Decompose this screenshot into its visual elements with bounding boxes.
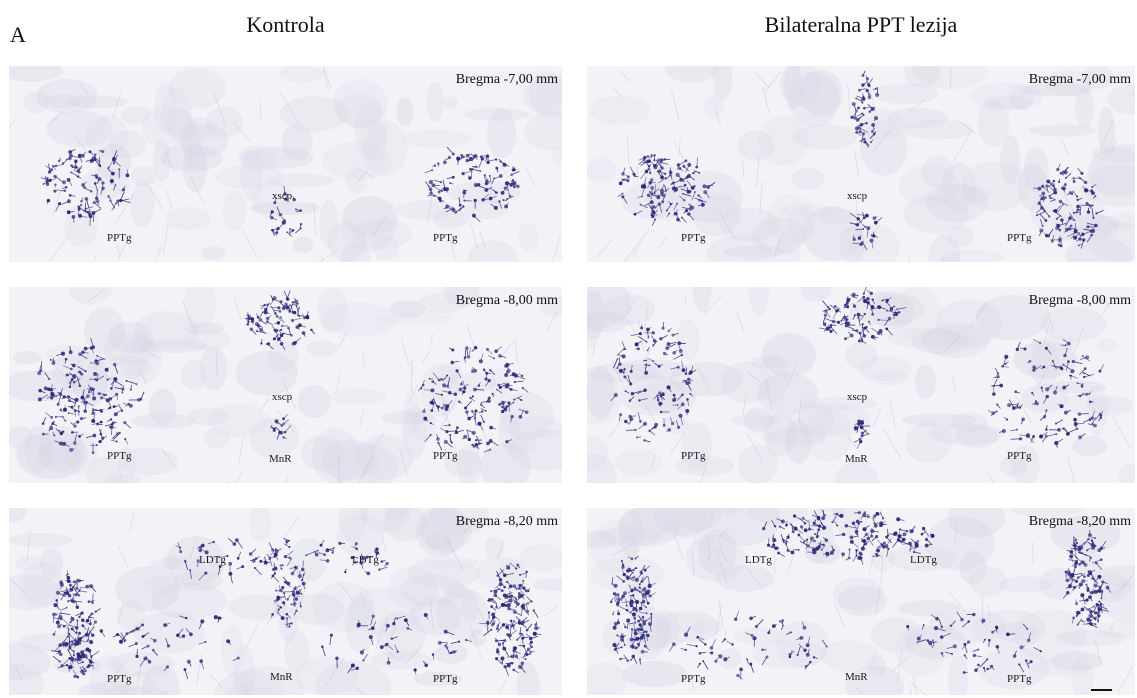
section-control-row1: Bregma -7,00 mm PPTg xscp PPTg: [9, 66, 562, 262]
bregma-label: Bregma -8,20 mm: [455, 514, 558, 529]
label-ldtg-left: LDTg: [199, 554, 226, 566]
tissue-image: [587, 508, 1135, 695]
section-lesion-row1: Bregma -7,00 mm PPTg xscp PPTg: [587, 66, 1135, 262]
section-control-row3: Bregma -8,20 mm LDTg LDTg PPTg MnR PPTg: [9, 508, 562, 695]
label-ldtg-right: LDTg: [352, 554, 379, 566]
column-title-lesion: Bilateralna PPT lezija: [764, 12, 958, 37]
label-pptg-left: PPTg: [681, 232, 706, 244]
bregma-label: Bregma -8,00 mm: [455, 293, 558, 308]
label-xscp: xscp: [272, 190, 293, 202]
label-pptg-right: PPTg: [433, 673, 458, 685]
tissue-image: [9, 66, 562, 262]
section-lesion-row3: Bregma -8,20 mm LDTg LDTg PPTg MnR PPTg: [587, 508, 1135, 695]
section-lesion-row2: Bregma -8,00 mm PPTg xscp MnR PPTg: [587, 287, 1135, 483]
label-pptg-left: PPTg: [681, 450, 706, 462]
tissue-image: [587, 287, 1135, 483]
label-pptg-left: PPTg: [107, 450, 132, 462]
label-pptg-left: PPTg: [107, 673, 132, 685]
section-control-row2: Bregma -8,00 mm PPTg xscp MnR PPTg: [9, 287, 562, 483]
label-ldtg-right: LDTg: [910, 554, 937, 566]
bregma-label: Bregma -8,20 mm: [1028, 514, 1131, 529]
bregma-label: Bregma -7,00 mm: [455, 72, 558, 87]
label-mnr: MnR: [270, 671, 293, 683]
bregma-label: Bregma -8,00 mm: [1028, 293, 1131, 308]
panel-letter: A: [10, 22, 26, 47]
label-pptg-left: PPTg: [107, 232, 132, 244]
tissue-image: [9, 508, 562, 695]
label-pptg-right: PPTg: [1007, 450, 1032, 462]
label-pptg-right: PPTg: [1007, 673, 1032, 685]
label-mnr: MnR: [845, 453, 868, 465]
bregma-label: Bregma -7,00 mm: [1028, 72, 1131, 87]
column-title-control: Kontrola: [246, 12, 325, 37]
label-xscp: xscp: [272, 391, 293, 403]
label-mnr: MnR: [845, 671, 868, 683]
label-xscp: xscp: [847, 391, 868, 403]
label-mnr: MnR: [269, 453, 292, 465]
tissue-image: [587, 66, 1135, 262]
label-pptg-left: PPTg: [681, 673, 706, 685]
label-pptg-right: PPTg: [1007, 232, 1032, 244]
tissue-image: [9, 287, 562, 483]
scale-bar: [1091, 689, 1112, 691]
label-pptg-right: PPTg: [433, 232, 458, 244]
label-xscp: xscp: [847, 190, 868, 202]
label-pptg-right: PPTg: [433, 450, 458, 462]
label-ldtg-left: LDTg: [745, 554, 772, 566]
